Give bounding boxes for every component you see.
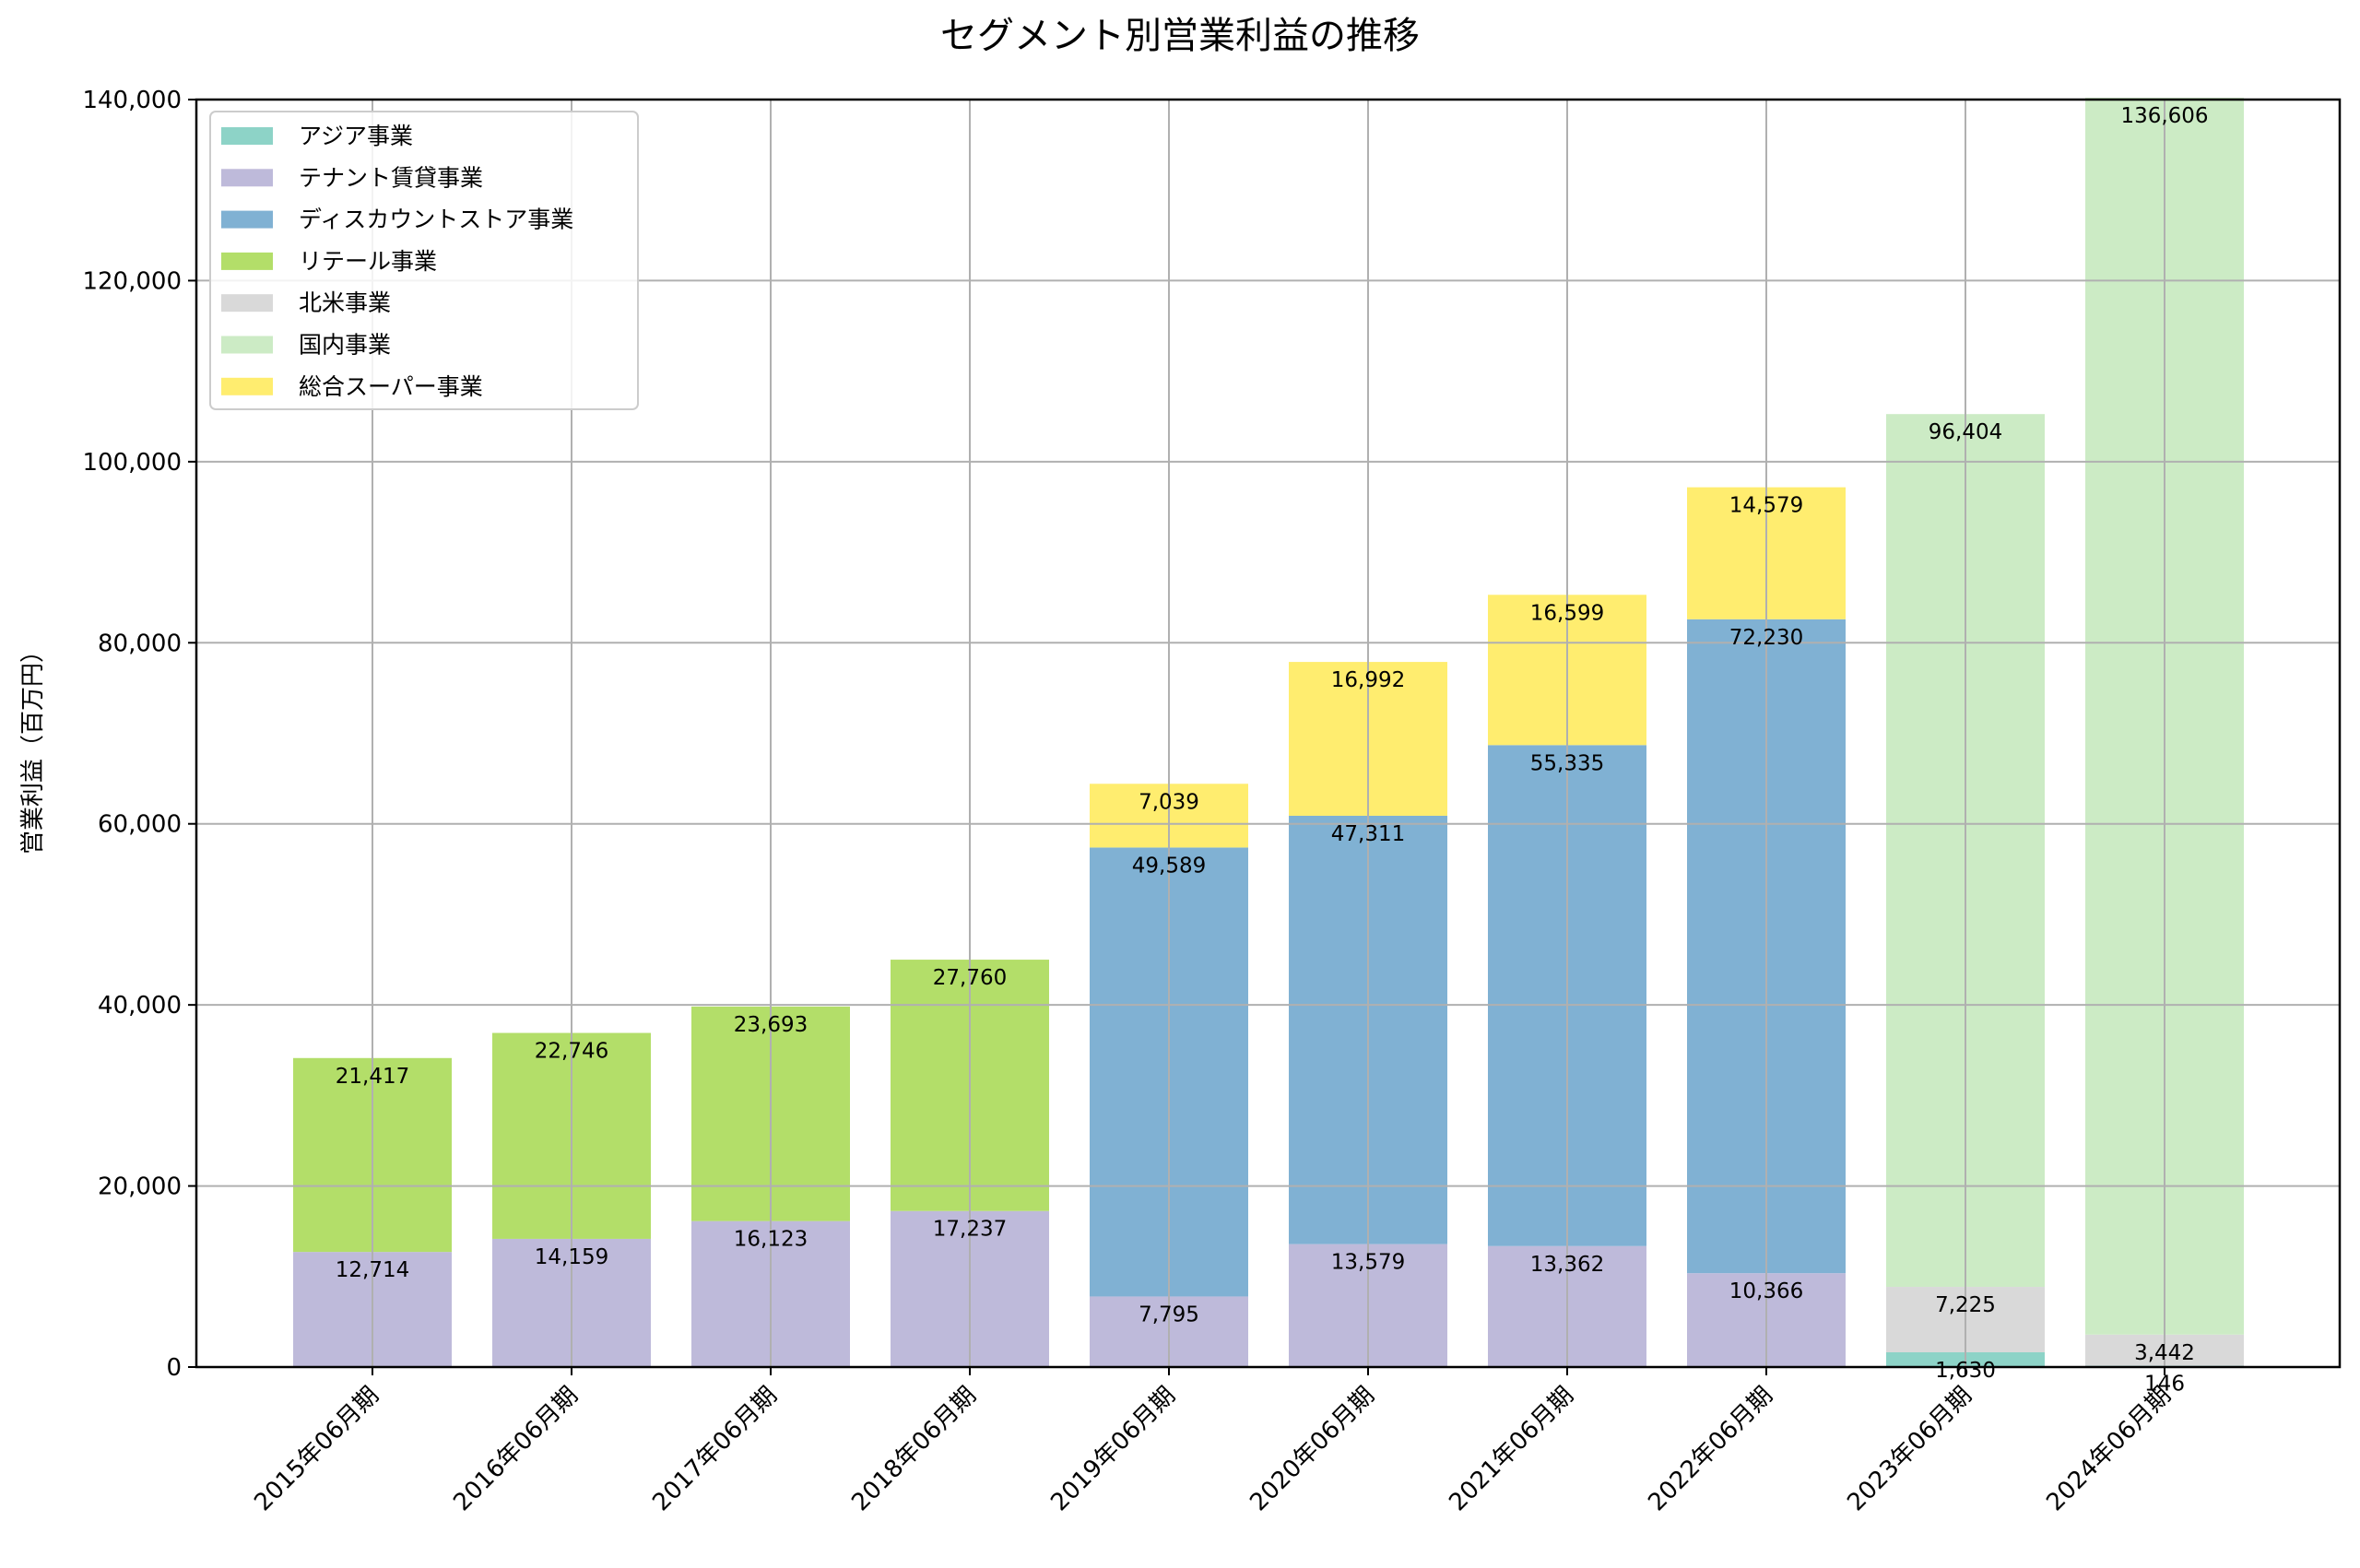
data-label: 16,599 [1530, 601, 1604, 625]
data-label: 10,366 [1729, 1279, 1803, 1303]
data-label: 3,442 [2134, 1341, 2195, 1365]
x-axis-ticks: 2015年06月期 2016年06月期 2017年06月期 2018年06月期 2019… [249, 1367, 2177, 1516]
x-tick-label: 2020年06月期 [1245, 1382, 1380, 1517]
legend-label: 国内事業 [299, 332, 391, 359]
y-tick-label: 40,000 [98, 992, 182, 1020]
data-label: 96,404 [1929, 420, 2002, 444]
legend-swatch [221, 294, 273, 312]
data-label: 49,589 [1132, 854, 1206, 878]
data-label: 13,362 [1530, 1253, 1604, 1277]
legend-swatch [221, 377, 273, 395]
data-label: 136,606 [2120, 104, 2208, 128]
y-tick-label: 100,000 [82, 449, 182, 477]
legend-label: アジア事業 [299, 123, 413, 149]
data-label: 27,760 [933, 966, 1007, 990]
data-label: 14,159 [535, 1245, 608, 1269]
legend-swatch [221, 252, 273, 270]
data-label: 47,311 [1331, 822, 1405, 846]
legend-label: 北米事業 [299, 289, 391, 316]
data-label: 13,579 [1331, 1251, 1405, 1275]
plot-frame [195, 98, 2342, 1369]
legend-label: リテール事業 [299, 248, 437, 275]
x-tick-label: 2019年06月期 [1045, 1382, 1181, 1517]
data-label: 23,693 [734, 1013, 808, 1037]
data-label: 16,123 [734, 1228, 808, 1252]
x-tick-label: 2017年06月期 [647, 1382, 783, 1517]
legend-label: 総合スーパー事業 [299, 373, 483, 400]
data-label: 14,579 [1729, 494, 1803, 518]
legend-swatch [221, 127, 273, 145]
y-axis-label: 営業利益（百万円） [19, 639, 47, 855]
x-tick-label: 2015年06月期 [249, 1382, 384, 1517]
data-label: 146 [2144, 1373, 2185, 1397]
x-tick-label: 2016年06月期 [448, 1382, 584, 1517]
data-label: 55,335 [1530, 751, 1604, 775]
y-tick-label: 120,000 [82, 267, 182, 295]
x-tick-label: 2021年06月期 [1444, 1382, 1579, 1517]
legend-swatch [221, 169, 273, 187]
x-tick-label: 2023年06月期 [1842, 1382, 1977, 1517]
legend-label: ディスカウントストア事業 [299, 206, 573, 233]
data-label: 22,746 [535, 1040, 608, 1064]
x-tick-label: 2018年06月期 [846, 1382, 982, 1517]
y-tick-label: 140,000 [82, 87, 182, 114]
y-tick-label: 80,000 [98, 630, 182, 657]
data-label: 17,237 [933, 1218, 1007, 1242]
legend-label: テナント賃貸事業 [299, 164, 483, 191]
data-label: 16,992 [1331, 668, 1405, 692]
data-label: 7,225 [1935, 1293, 1996, 1317]
data-label: 72,230 [1729, 626, 1803, 650]
legend: アジア事業テナント賃貸事業ディスカウントストア事業リテール事業北米事業国内事業総… [209, 111, 639, 410]
x-tick-label: 2022年06月期 [1643, 1382, 1778, 1517]
legend-swatch [221, 336, 273, 354]
data-label: 21,417 [336, 1065, 409, 1089]
y-tick-label: 0 [166, 1354, 182, 1382]
legend-box [209, 111, 639, 410]
chart-title: セグメント別営業利益の推移 [940, 15, 1420, 57]
y-tick-label: 20,000 [98, 1173, 182, 1201]
x-tick-label: 2024年06月期 [2041, 1382, 2177, 1517]
data-label: 7,795 [1139, 1303, 1199, 1326]
y-axis-ticks: 0 20,000 40,000 60,000 80,000 100,000 120,000 1… [82, 87, 196, 1382]
y-tick-label: 60,000 [98, 811, 182, 839]
legend-swatch [221, 210, 273, 229]
data-label: 7,039 [1139, 790, 1199, 814]
data-label: 12,714 [336, 1258, 409, 1282]
